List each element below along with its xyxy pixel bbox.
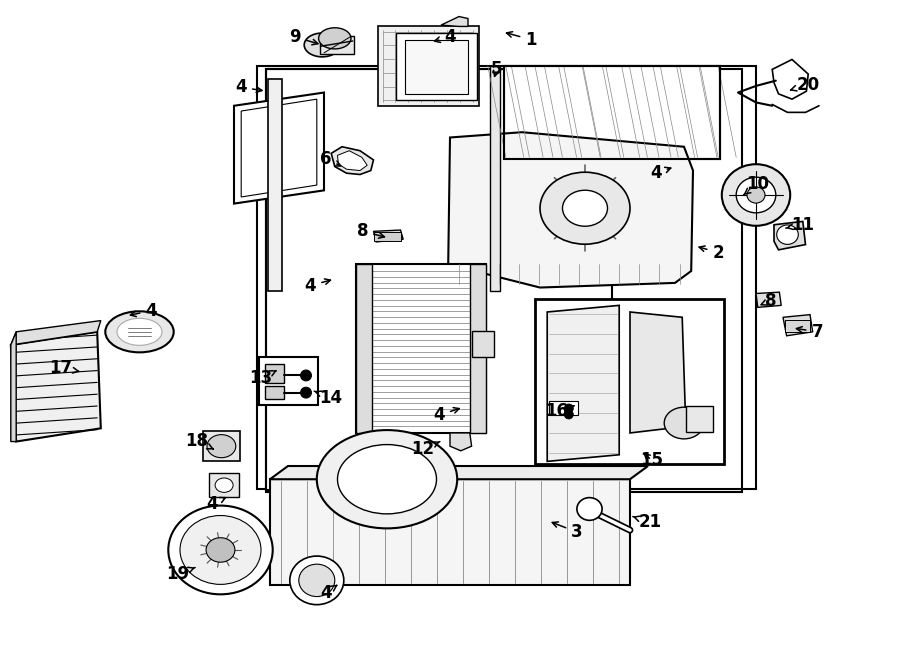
Ellipse shape [180,516,261,584]
Bar [268,79,282,291]
Text: 8: 8 [761,292,776,310]
Text: 4: 4 [435,28,455,46]
Text: 14: 14 [314,389,343,407]
Text: 12: 12 [411,440,440,459]
Text: 9: 9 [290,28,318,46]
Ellipse shape [105,311,174,352]
Ellipse shape [206,537,235,563]
Ellipse shape [338,445,436,514]
Ellipse shape [664,407,704,439]
Polygon shape [547,305,619,461]
Polygon shape [256,66,756,489]
Polygon shape [441,17,468,26]
Text: 4: 4 [207,494,225,513]
Bar [265,386,284,399]
Polygon shape [630,312,686,433]
Polygon shape [241,99,317,197]
Polygon shape [774,221,806,250]
Ellipse shape [319,28,351,49]
Ellipse shape [564,404,573,413]
Text: 6: 6 [320,149,341,168]
Text: 19: 19 [166,564,195,583]
Text: 16: 16 [545,402,574,420]
Bar [320,36,354,54]
Bar [374,232,401,241]
Ellipse shape [317,430,457,528]
Text: 3: 3 [553,522,582,541]
Text: 4: 4 [320,584,337,602]
Polygon shape [331,147,374,175]
Ellipse shape [736,177,776,213]
Ellipse shape [540,173,630,244]
Text: 10: 10 [743,175,770,195]
Polygon shape [266,69,612,490]
Ellipse shape [562,190,608,226]
Polygon shape [405,40,468,94]
Ellipse shape [301,387,311,398]
Bar [549,401,578,415]
Polygon shape [378,26,479,106]
Ellipse shape [564,410,573,419]
Bar [785,320,810,332]
Polygon shape [396,33,477,100]
Text: 7: 7 [796,323,823,341]
Ellipse shape [215,478,233,492]
Polygon shape [11,332,16,442]
Text: 15: 15 [640,451,663,469]
Ellipse shape [168,506,273,594]
Text: 20: 20 [790,75,820,94]
Ellipse shape [290,556,344,605]
Bar [535,299,724,464]
Polygon shape [504,66,720,159]
Polygon shape [338,151,367,171]
Bar [202,431,240,461]
Polygon shape [783,315,813,336]
Polygon shape [356,264,486,433]
Bar [470,264,486,433]
Text: 17: 17 [50,359,79,377]
Text: 11: 11 [786,215,815,234]
Bar [209,473,239,497]
Ellipse shape [777,225,798,245]
Text: 1: 1 [507,30,536,49]
Text: 8: 8 [357,222,384,241]
Polygon shape [756,292,781,307]
Polygon shape [270,466,648,479]
Polygon shape [11,321,101,345]
Text: 4: 4 [130,301,157,320]
Polygon shape [270,479,630,585]
Text: 4: 4 [651,164,670,182]
Polygon shape [450,433,472,451]
Bar [356,264,372,433]
Ellipse shape [304,33,340,57]
Ellipse shape [117,319,162,345]
Bar [472,330,494,357]
Bar [265,364,284,383]
Text: 4: 4 [236,78,262,97]
Bar [259,357,318,405]
Polygon shape [490,66,500,291]
Bar [686,406,713,432]
Polygon shape [772,59,808,99]
Text: 4: 4 [434,406,459,424]
Text: 5: 5 [491,60,502,79]
Text: 13: 13 [249,369,276,387]
Text: 4: 4 [305,276,330,295]
Ellipse shape [722,164,790,226]
Ellipse shape [299,564,335,597]
Text: 2: 2 [699,243,724,262]
Text: 18: 18 [184,432,213,450]
Polygon shape [234,93,324,204]
Text: 21: 21 [633,513,662,531]
Polygon shape [11,332,101,442]
Polygon shape [448,132,693,288]
Ellipse shape [301,370,311,381]
Ellipse shape [577,498,602,520]
Ellipse shape [747,187,765,203]
Ellipse shape [207,435,236,457]
Polygon shape [374,230,403,242]
